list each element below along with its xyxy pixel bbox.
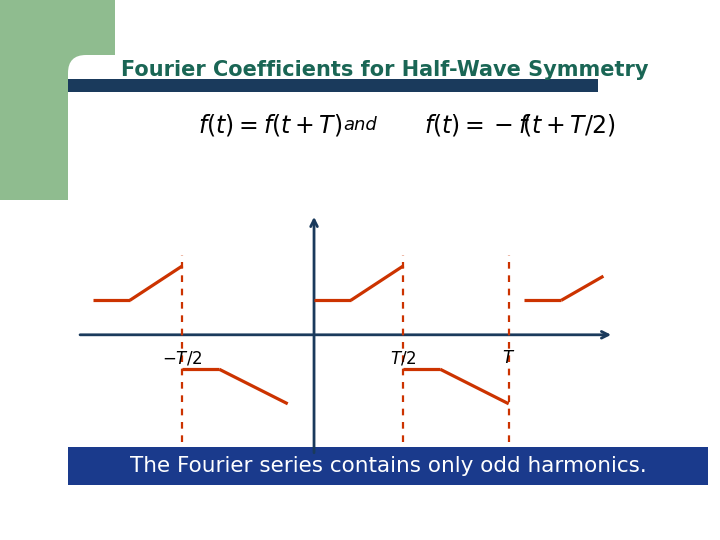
Text: $f(t) = f(t+T)$: $f(t) = f(t+T)$ xyxy=(198,112,342,138)
Text: $T/2$: $T/2$ xyxy=(390,350,417,368)
Text: The Fourier series contains only odd harmonics.: The Fourier series contains only odd har… xyxy=(130,456,647,476)
FancyBboxPatch shape xyxy=(0,0,115,200)
Text: $f(t) = -f\!\left(t + T/2\right)$: $f(t) = -f\!\left(t + T/2\right)$ xyxy=(424,112,616,138)
Text: $-T/2$: $-T/2$ xyxy=(163,350,202,368)
FancyBboxPatch shape xyxy=(68,55,708,485)
Text: Fourier Coefficients for Half-Wave Symmetry: Fourier Coefficients for Half-Wave Symme… xyxy=(121,60,649,80)
FancyBboxPatch shape xyxy=(68,447,708,485)
Text: and: and xyxy=(343,116,377,134)
Text: $T$: $T$ xyxy=(502,350,516,367)
FancyBboxPatch shape xyxy=(68,79,598,92)
